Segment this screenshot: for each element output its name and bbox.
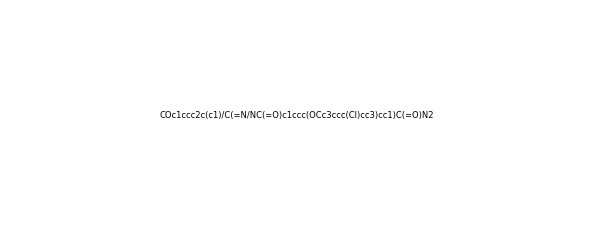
Text: COc1ccc2c(c1)/C(=N/NC(=O)c1ccc(OCc3ccc(Cl)cc3)cc1)C(=O)N2: COc1ccc2c(c1)/C(=N/NC(=O)c1ccc(OCc3ccc(C… — [160, 111, 434, 120]
